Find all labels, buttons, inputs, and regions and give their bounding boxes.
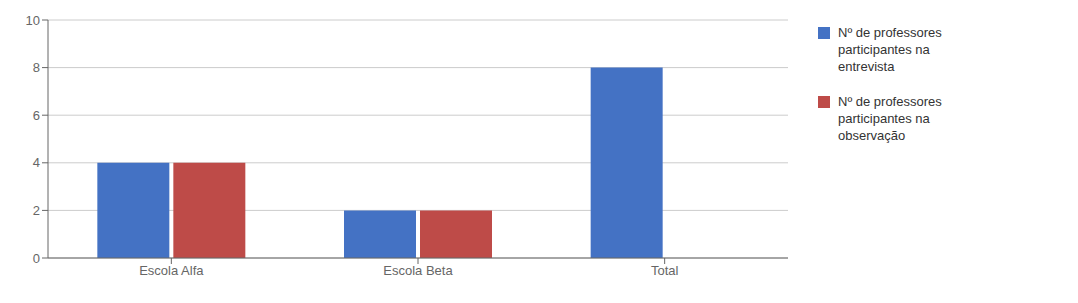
html-text:observação: observação [838, 128, 906, 143]
svg-text:4: 4 [33, 155, 40, 170]
html-text:participantes na: participantes na [838, 42, 930, 57]
html-text:entrevista: entrevista [838, 59, 895, 74]
html-text:Nº de professores: Nº de professores [838, 25, 942, 40]
svg-text:10: 10 [26, 13, 40, 28]
svg-text:0: 0 [33, 251, 40, 266]
svg-text:6: 6 [33, 108, 40, 123]
svg-text:Escola Alfa: Escola Alfa [139, 263, 204, 278]
svg-text:2: 2 [33, 203, 40, 218]
svg-text:8: 8 [33, 60, 40, 75]
svg-text:Total: Total [651, 263, 679, 278]
html-text:participantes na: participantes na [838, 111, 930, 126]
svg-text:Escola Beta: Escola Beta [383, 263, 453, 278]
html-text:Nº de professores: Nº de professores [838, 94, 942, 109]
